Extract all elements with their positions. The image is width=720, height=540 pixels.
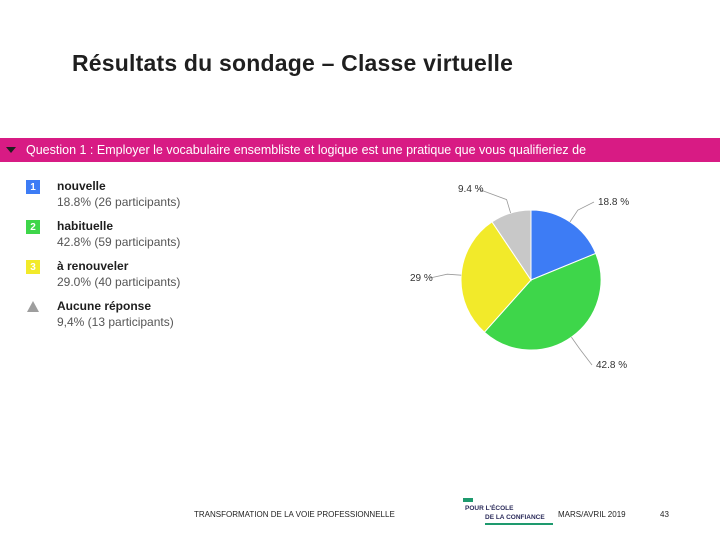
legend-badge-2: 2 bbox=[26, 220, 40, 234]
logo-underline bbox=[485, 523, 553, 525]
legend-item-nouvelle: 1 nouvelle 18.8% (26 participants) bbox=[26, 178, 216, 218]
question-text: Question 1 : Employer le vocabulaire ens… bbox=[26, 143, 587, 157]
legend-detail: 42.8% (59 participants) bbox=[57, 235, 181, 249]
caret-down-icon[interactable] bbox=[6, 147, 16, 153]
legend-item-habituelle: 2 habituelle 42.8% (59 participants) bbox=[26, 218, 216, 258]
legend-item-aucune-reponse: Aucune réponse 9,4% (13 participants) bbox=[26, 298, 216, 338]
legend-name: Aucune réponse bbox=[57, 299, 152, 313]
pie-slice-4 bbox=[491, 209, 532, 282]
legend-detail: 9,4% (13 participants) bbox=[57, 315, 174, 329]
legend-badge-1: 1 bbox=[26, 180, 40, 194]
logo-line1: POUR L'ÉCOLE bbox=[465, 505, 514, 512]
legend-item-a-renouveler: 3 à renouveler 29.0% (40 participants) bbox=[26, 258, 216, 298]
triangle-icon bbox=[27, 301, 39, 312]
logo: POUR L'ÉCOLE DE LA CONFIANCE bbox=[463, 496, 555, 526]
pie-data-label-1: 18.8 % bbox=[598, 197, 629, 208]
pie-leader-line-2 bbox=[571, 336, 593, 366]
footer-date: MARS/AVRIL 2019 bbox=[558, 510, 626, 519]
logo-mark-icon bbox=[463, 498, 473, 502]
legend-name: à renouveler bbox=[57, 259, 129, 273]
slide-title: Résultats du sondage – Classe virtuelle bbox=[72, 50, 514, 76]
pie-data-label-4: 9.4 % bbox=[458, 184, 484, 195]
chart-legend: 1 nouvelle 18.8% (26 participants) 2 hab… bbox=[26, 178, 216, 338]
logo-line2: DE LA CONFIANCE bbox=[485, 514, 545, 521]
legend-name: habituelle bbox=[57, 219, 114, 233]
footer-left-text: TRANSFORMATION DE LA VOIE PROFESSIONNELL… bbox=[194, 510, 395, 519]
legend-badge-3: 3 bbox=[26, 260, 40, 274]
pie-slice-3 bbox=[460, 221, 532, 333]
pie-data-label-3: 29 % bbox=[410, 273, 433, 284]
legend-detail: 29.0% (40 participants) bbox=[57, 275, 181, 289]
legend-name: nouvelle bbox=[57, 179, 106, 193]
legend-detail: 18.8% (26 participants) bbox=[57, 195, 181, 209]
pie-leader-line-3 bbox=[429, 273, 462, 279]
question-bar[interactable]: Question 1 : Employer le vocabulaire ens… bbox=[0, 138, 720, 162]
page-number: 43 bbox=[660, 510, 669, 519]
pie-leader-line-4 bbox=[477, 188, 511, 214]
pie-chart: 18.8 % 42.8 % 29 % 9.4 % bbox=[410, 184, 629, 371]
pie-data-label-2: 42.8 % bbox=[596, 360, 627, 371]
pie-leader-line-1 bbox=[569, 201, 595, 223]
